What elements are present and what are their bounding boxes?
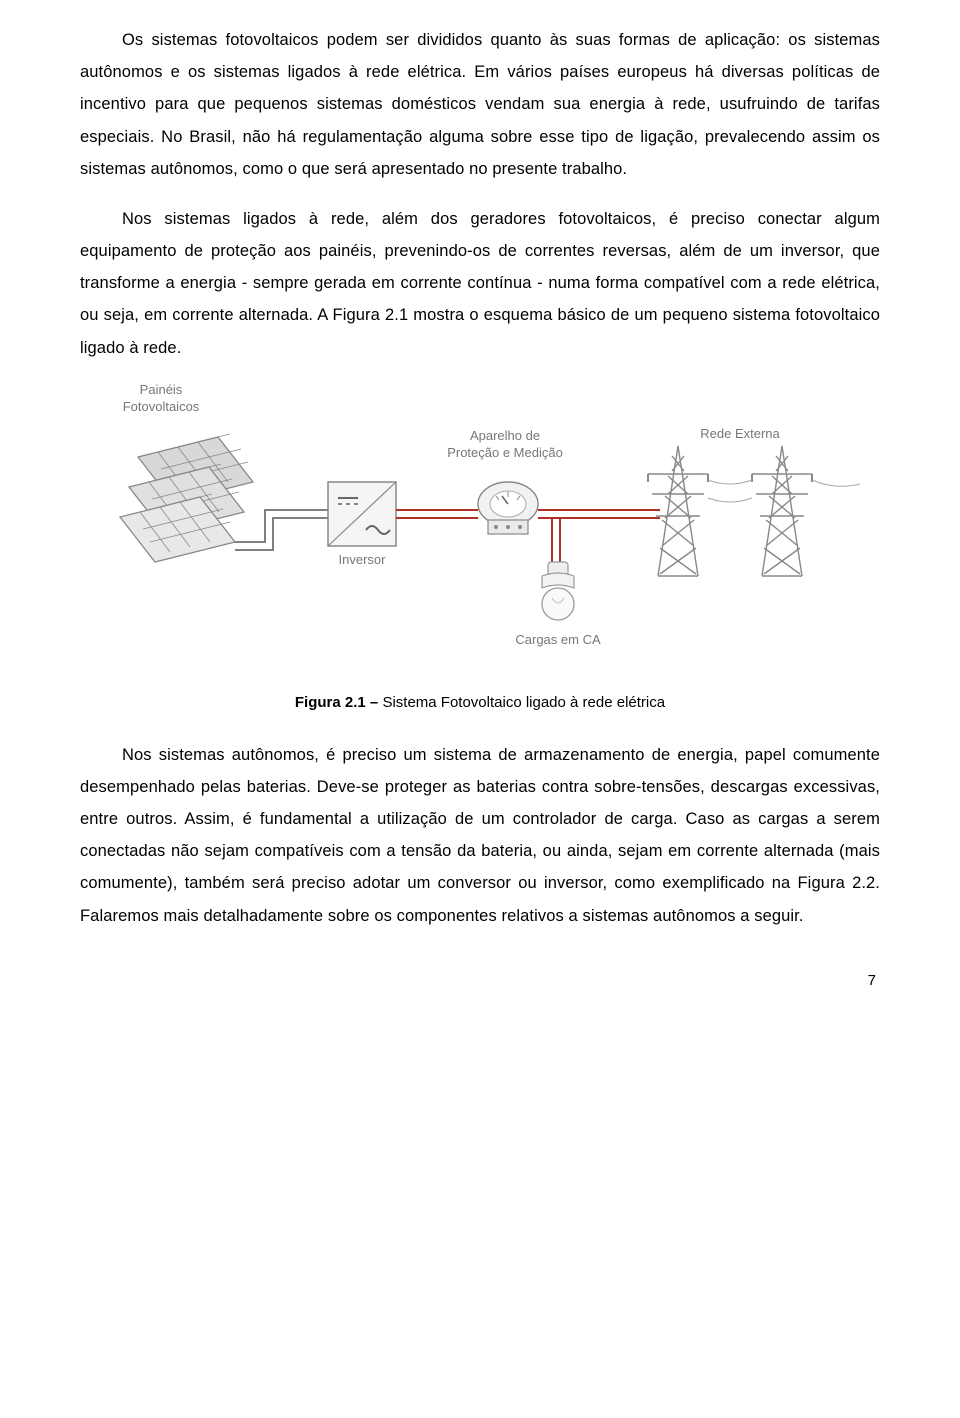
label-loads-text: Cargas em CA: [515, 632, 600, 647]
figure-caption: Figura 2.1 – Sistema Fotovoltaico ligado…: [80, 694, 880, 711]
figure-diagram: PainéisFotovoltaicos Aparelho deProteção…: [100, 382, 860, 682]
paragraph-3: Nos sistemas autônomos, é preciso um sis…: [80, 739, 880, 932]
load-lamp-icon: [542, 562, 574, 620]
paragraph-2: Nos sistemas ligados à rede, além dos ge…: [80, 203, 880, 364]
label-inverter-text: Inversor: [339, 552, 386, 567]
label-inverter: Inversor: [322, 552, 402, 569]
label-grid: Rede Externa: [680, 426, 800, 443]
dc-wire-icon: [235, 510, 328, 550]
ac-wire-meter-grid-icon: [538, 510, 660, 562]
label-panels-text: PainéisFotovoltaicos: [123, 382, 200, 414]
label-protection-text: Aparelho deProteção e Medição: [447, 428, 563, 460]
ac-wire-inv-meter-icon: [396, 510, 478, 518]
figure-caption-text: Sistema Fotovoltaico ligado à rede elétr…: [382, 694, 665, 711]
tower-2-icon: [752, 446, 812, 576]
paragraph-1: Os sistemas fotovoltaicos podem ser divi…: [80, 24, 880, 185]
label-protection: Aparelho deProteção e Medição: [420, 428, 590, 462]
label-panels: PainéisFotovoltaicos: [106, 382, 216, 416]
inverter-icon: [328, 482, 396, 546]
page-number: 7: [80, 972, 880, 989]
figure-2-1: PainéisFotovoltaicos Aparelho deProteção…: [80, 382, 880, 711]
figure-caption-bold: Figura 2.1 –: [295, 694, 383, 711]
label-loads: Cargas em CA: [498, 632, 618, 649]
label-grid-text: Rede Externa: [700, 426, 780, 441]
solar-panels-icon: [120, 434, 253, 562]
meter-icon: [478, 482, 538, 534]
